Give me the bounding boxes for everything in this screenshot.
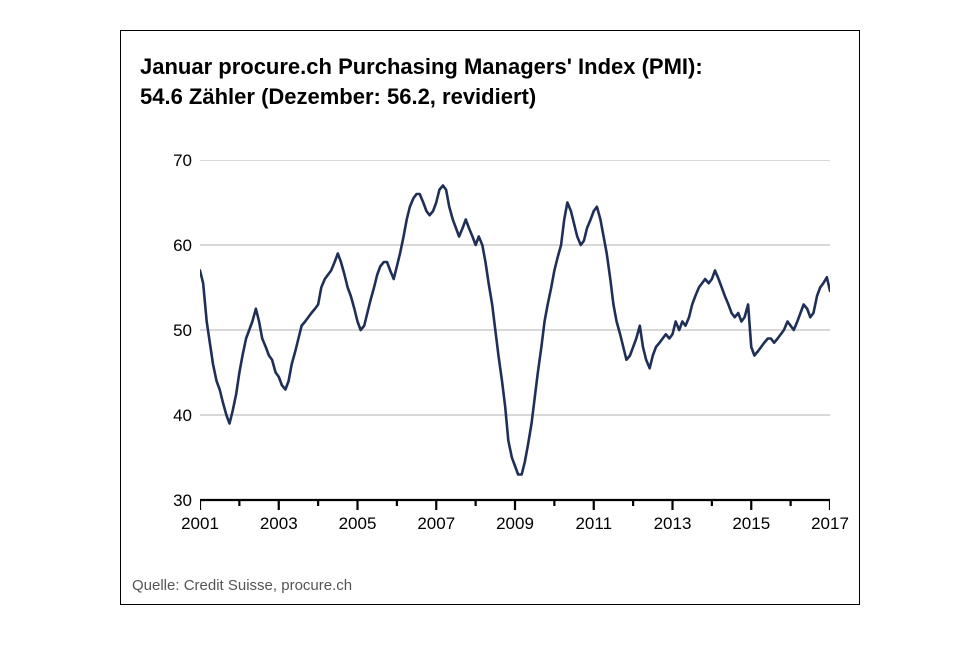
- x-tick-label: 2001: [175, 514, 225, 534]
- y-tick-label: 50: [152, 321, 192, 341]
- x-tick-label: 2011: [569, 514, 619, 534]
- x-tick-label: 2017: [805, 514, 855, 534]
- y-tick-label: 40: [152, 406, 192, 426]
- x-tick-label: 2009: [490, 514, 540, 534]
- y-tick-label: 70: [152, 151, 192, 171]
- x-tick-label: 2003: [254, 514, 304, 534]
- page: Januar procure.ch Purchasing Managers' I…: [0, 0, 980, 653]
- x-tick-label: 2007: [411, 514, 461, 534]
- chart-title: Januar procure.ch Purchasing Managers' I…: [140, 52, 703, 111]
- y-tick-label: 30: [152, 491, 192, 511]
- title-line-2: 54.6 Zähler (Dezember: 56.2, revidiert): [140, 82, 703, 112]
- x-tick-label: 2015: [726, 514, 776, 534]
- plot-area: [200, 160, 830, 500]
- x-tick-label: 2013: [648, 514, 698, 534]
- y-tick-label: 60: [152, 236, 192, 256]
- source-label: Quelle: Credit Suisse, procure.ch: [132, 577, 352, 594]
- line-chart-svg: [200, 160, 830, 520]
- x-tick-label: 2005: [333, 514, 383, 534]
- title-line-1: Januar procure.ch Purchasing Managers' I…: [140, 52, 703, 82]
